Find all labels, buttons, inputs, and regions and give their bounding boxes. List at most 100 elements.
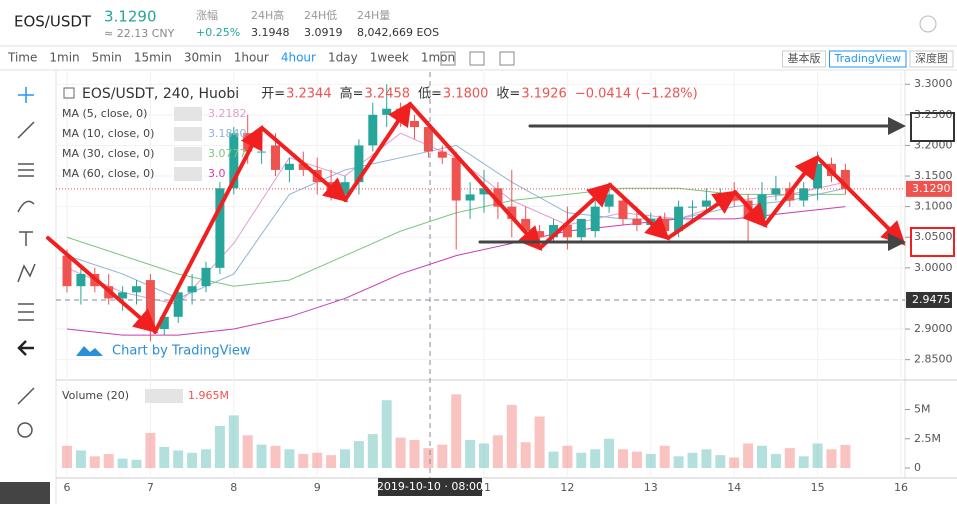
volume-bar [520, 442, 531, 468]
x-tick-label: 12 [560, 481, 574, 494]
icon[interactable] [919, 15, 937, 33]
view-frame[interactable] [782, 50, 827, 68]
volume-icons[interactable] [145, 389, 183, 403]
candle-body [590, 206, 600, 232]
view-button[interactable]: 深度图 [915, 51, 948, 65]
candle-body [410, 120, 419, 128]
volume-bar [548, 451, 559, 468]
volume-bar [89, 456, 100, 468]
tool[interactable] [17, 200, 35, 213]
candle-body [604, 194, 614, 207]
volume-bar [826, 449, 837, 468]
candle-body [76, 273, 86, 287]
volume-bar [687, 452, 698, 468]
interval[interactable]: Time [7, 51, 37, 65]
interval[interactable]: 15min [134, 51, 172, 65]
tool[interactable] [17, 121, 35, 139]
volume-bar [270, 445, 281, 468]
tool[interactable] [17, 340, 34, 356]
price-label-bg [906, 180, 952, 197]
candle-body [799, 188, 809, 201]
value: 8,042,669 EOS [357, 26, 439, 39]
legend-close: 3.1926 [521, 87, 567, 102]
arrow [153, 124, 263, 334]
tool[interactable] [17, 263, 36, 283]
y-tick-label: 3.1000 [914, 200, 953, 213]
x-tick-label: 15 [811, 481, 825, 494]
tool[interactable] [0, 482, 50, 504]
ma-icons[interactable] [174, 167, 202, 181]
volume-bar [395, 437, 406, 468]
candle-body [479, 188, 489, 195]
watermark-logo [76, 346, 103, 356]
interval[interactable]: 1day [328, 51, 358, 65]
legend-open: 3.2344 [286, 87, 332, 102]
candle-body [507, 206, 517, 219]
interval[interactable]: 1hour [234, 51, 269, 65]
view-frame[interactable] [829, 50, 907, 68]
tool[interactable] [17, 387, 35, 405]
ma-icons[interactable] [174, 107, 202, 121]
price: 3.1290 [104, 8, 157, 26]
volume-bar [492, 435, 503, 468]
header-bg [0, 0, 957, 46]
volume-bar [131, 459, 142, 468]
price-label-bg [906, 291, 952, 308]
volume-bar [437, 444, 448, 468]
tool-icon[interactable] [499, 51, 515, 66]
tool-icon[interactable] [469, 51, 485, 66]
volume-bar [228, 415, 239, 468]
ma-name: MA (30, close, 0) [62, 147, 154, 160]
arrow [666, 190, 738, 240]
arrow [733, 190, 768, 228]
candle-body [757, 194, 767, 219]
volume-bar [798, 456, 809, 468]
ma-icons[interactable] [174, 127, 202, 141]
tool[interactable] [18, 87, 34, 103]
interval[interactable]: 30min [184, 51, 222, 65]
tool[interactable] [18, 163, 34, 177]
volume-title: Volume (20) [62, 389, 129, 402]
view-button[interactable]: TradingView [834, 52, 901, 65]
volume-tick-label: 0 [914, 461, 921, 474]
candle-body [674, 206, 684, 232]
volume-bar [618, 449, 628, 468]
interval[interactable]: 4hour [281, 51, 316, 65]
x-tick-label: 7 [147, 481, 154, 494]
candle-body [562, 225, 572, 238]
x-tick-label: 8 [230, 481, 237, 494]
candle-body [173, 292, 183, 317]
ma-name: MA (60, close, 0) [62, 167, 154, 180]
collapse[interactable] [63, 87, 75, 99]
x-tick-label: 6 [64, 481, 71, 494]
interval[interactable]: 1mon [421, 51, 455, 65]
tool[interactable] [17, 422, 33, 438]
candle-body [688, 206, 697, 208]
candle-body [118, 292, 128, 299]
view-button[interactable]: 基本版 [788, 51, 821, 65]
view-frame[interactable] [909, 50, 954, 68]
interval[interactable]: 1week [370, 51, 409, 65]
label: 涨幅 [196, 9, 218, 22]
candle-body [354, 145, 364, 183]
tool[interactable] [18, 303, 34, 321]
volume-bar [506, 404, 517, 468]
volume-bar [409, 439, 420, 468]
ma-icons[interactable] [174, 147, 202, 161]
volume-tick-label: 2.5M [914, 432, 941, 445]
time-label-bg [378, 478, 482, 496]
interval[interactable]: 5min [92, 51, 122, 65]
highlight-box [910, 227, 955, 257]
x-tick-label: 16 [894, 481, 908, 494]
volume-bar [353, 441, 364, 468]
interval[interactable]: 1min [49, 51, 79, 65]
volume-bar [770, 453, 781, 468]
legend-open-label: 开= [261, 87, 285, 102]
legend-close-label: 收= [496, 87, 520, 102]
tool[interactable] [19, 231, 33, 246]
legend-high: 3.2458 [365, 87, 411, 102]
ma-value: 3.0777 [208, 147, 247, 160]
y-tick-label: 3.2500 [914, 108, 953, 121]
volume-bar [590, 449, 601, 468]
tool-icon[interactable] [440, 51, 456, 66]
